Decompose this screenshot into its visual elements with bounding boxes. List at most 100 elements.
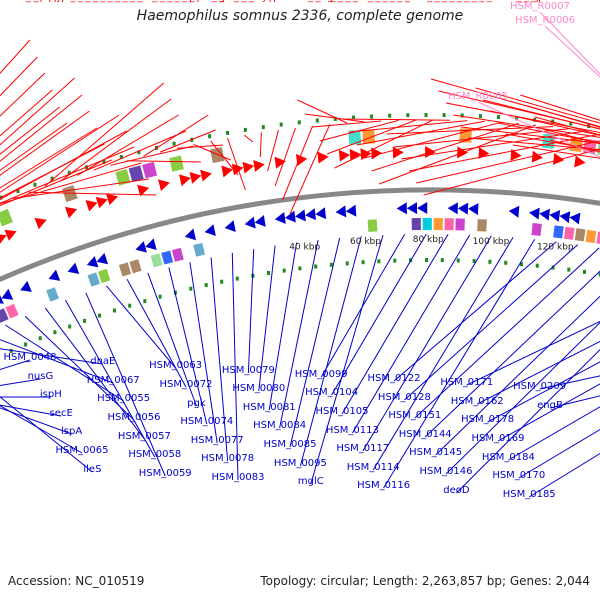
- leader-line: [5, 324, 124, 402]
- leader-line: [193, 144, 231, 161]
- reverse-gene-label: HSM_0184: [482, 452, 535, 463]
- forward-gene-arrow: [64, 206, 78, 219]
- reverse-gene-label: HSM_0055: [97, 393, 150, 404]
- gene-category-block: [0, 208, 13, 227]
- leader-line: [539, 11, 600, 75]
- track-dot: [68, 324, 72, 329]
- leader-line: [460, 126, 600, 144]
- reverse-gene-label: HSM_0171: [440, 377, 493, 388]
- reverse-gene-arrow: [20, 280, 32, 292]
- track-dot: [24, 342, 28, 347]
- rna-gene-label: HSM_R0005: [448, 91, 508, 102]
- forward-gene-label: hscA: [493, 0, 517, 3]
- reverse-gene-arrow: [224, 220, 236, 233]
- reverse-gene-arrow: [295, 209, 306, 222]
- forward-gene-label: rimM: [500, 0, 525, 3]
- reverse-gene-label: HSM_0117: [336, 443, 389, 454]
- forward-gene-label: HSM_0042: [4, 0, 57, 3]
- leader-line: [0, 407, 72, 435]
- leader-line: [372, 237, 514, 471]
- forward-gene-label: HSM_0153: [449, 0, 502, 3]
- leader-line: [475, 87, 600, 124]
- track-dot: [315, 118, 319, 123]
- forward-gene-label: rpmA: [269, 0, 296, 3]
- gene-category-block: [433, 218, 443, 231]
- scale-tick-label: 60 kbp: [350, 237, 381, 247]
- leader-line: [0, 146, 135, 204]
- reverse-gene-label: HSM_0116: [357, 480, 410, 491]
- forward-gene-label: HSM_0136: [330, 0, 383, 3]
- track-dot: [279, 122, 283, 127]
- reverse-gene-label: lspA: [61, 426, 82, 437]
- track-dot: [282, 268, 286, 273]
- forward-gene-label: HSM_0123: [286, 0, 339, 3]
- reverse-gene-arrow: [204, 224, 216, 236]
- track-dot: [567, 267, 571, 272]
- forward-gene-label: HSM_0141: [405, 0, 458, 3]
- forward-gene-arrow: [552, 152, 565, 165]
- leader-line: [126, 160, 201, 163]
- leader-line: [341, 233, 449, 415]
- reverse-gene-label: HSM_0077: [191, 435, 244, 446]
- leader-line: [527, 105, 600, 128]
- forward-gene-label: HSM_0102: [197, 0, 250, 3]
- forward-gene-arrow: [95, 196, 108, 209]
- track-dot: [504, 260, 508, 265]
- leader-line: [44, 82, 165, 187]
- leader-line: [24, 316, 135, 421]
- leader-line: [534, 116, 600, 136]
- leader-line: [487, 361, 600, 423]
- reverse-gene-label: HSM_0063: [149, 360, 202, 371]
- reverse-gene-label: HSM_0151: [388, 410, 441, 421]
- leader-line: [259, 132, 262, 158]
- forward-gene-arrow: [137, 184, 150, 197]
- gene-category-block: [348, 130, 362, 145]
- reverse-gene-label: HSM_0067: [87, 375, 140, 386]
- leader-line: [0, 114, 120, 193]
- forward-gene-label: rplK: [57, 0, 77, 3]
- leader-line: [0, 106, 61, 155]
- leader-line: [85, 292, 166, 477]
- forward-gene-label: HSM_0069: [93, 0, 146, 3]
- track-dot: [119, 155, 123, 159]
- forward-gene-label: HSM_0053: [48, 0, 101, 3]
- forward-gene-arrow: [478, 147, 490, 160]
- gene-category-block: [97, 268, 111, 284]
- reverse-gene-label: HSM_0058: [128, 449, 181, 460]
- topology-label: Topology: circular; Length: 2,263,857 bp…: [260, 574, 590, 588]
- leader-line: [274, 127, 296, 187]
- reverse-gene-label: mglC: [298, 476, 324, 487]
- leader-line: [477, 101, 600, 158]
- leader-line: [331, 233, 427, 396]
- reverse-gene-label: HSM_0084: [253, 420, 306, 431]
- track-dot: [377, 259, 381, 264]
- track-dot: [67, 170, 71, 175]
- leader-line: [143, 114, 209, 157]
- reverse-gene-arrow: [145, 238, 157, 250]
- forward-gene-arrow: [4, 229, 17, 241]
- leader-line: [482, 99, 600, 130]
- forward-gene-label: HSM_0148: [427, 0, 480, 3]
- gene-category-block: [46, 287, 59, 302]
- track-dot: [535, 263, 539, 268]
- forward-gene-label: pntB: [189, 0, 213, 3]
- reverse-gene-arrow: [417, 202, 428, 215]
- leader-line: [0, 396, 93, 473]
- gene-category-block: [150, 253, 163, 268]
- reverse-gene-label: HSM_0105: [316, 406, 369, 417]
- forward-gene-label: lnt: [254, 0, 267, 3]
- leader-line: [93, 130, 187, 171]
- reverse-gene-arrow: [184, 228, 197, 241]
- reverse-gene-label: HSM_0080: [232, 383, 285, 394]
- forward-gene-arrow: [0, 234, 7, 244]
- reverse-gene-label: HSM_0146: [420, 466, 473, 477]
- gene-category-block: [193, 242, 205, 257]
- reverse-gene-label: HSM_0178: [461, 414, 514, 425]
- forward-gene-label: HSM_0041: [11, 0, 64, 3]
- genome-title: Haemophilus somnus 2336, complete genome: [136, 8, 464, 24]
- forward-gene-arrow: [317, 151, 329, 164]
- leader-line: [0, 72, 46, 117]
- forward-gene-label: rplJ: [44, 0, 60, 3]
- leader-line: [279, 239, 319, 429]
